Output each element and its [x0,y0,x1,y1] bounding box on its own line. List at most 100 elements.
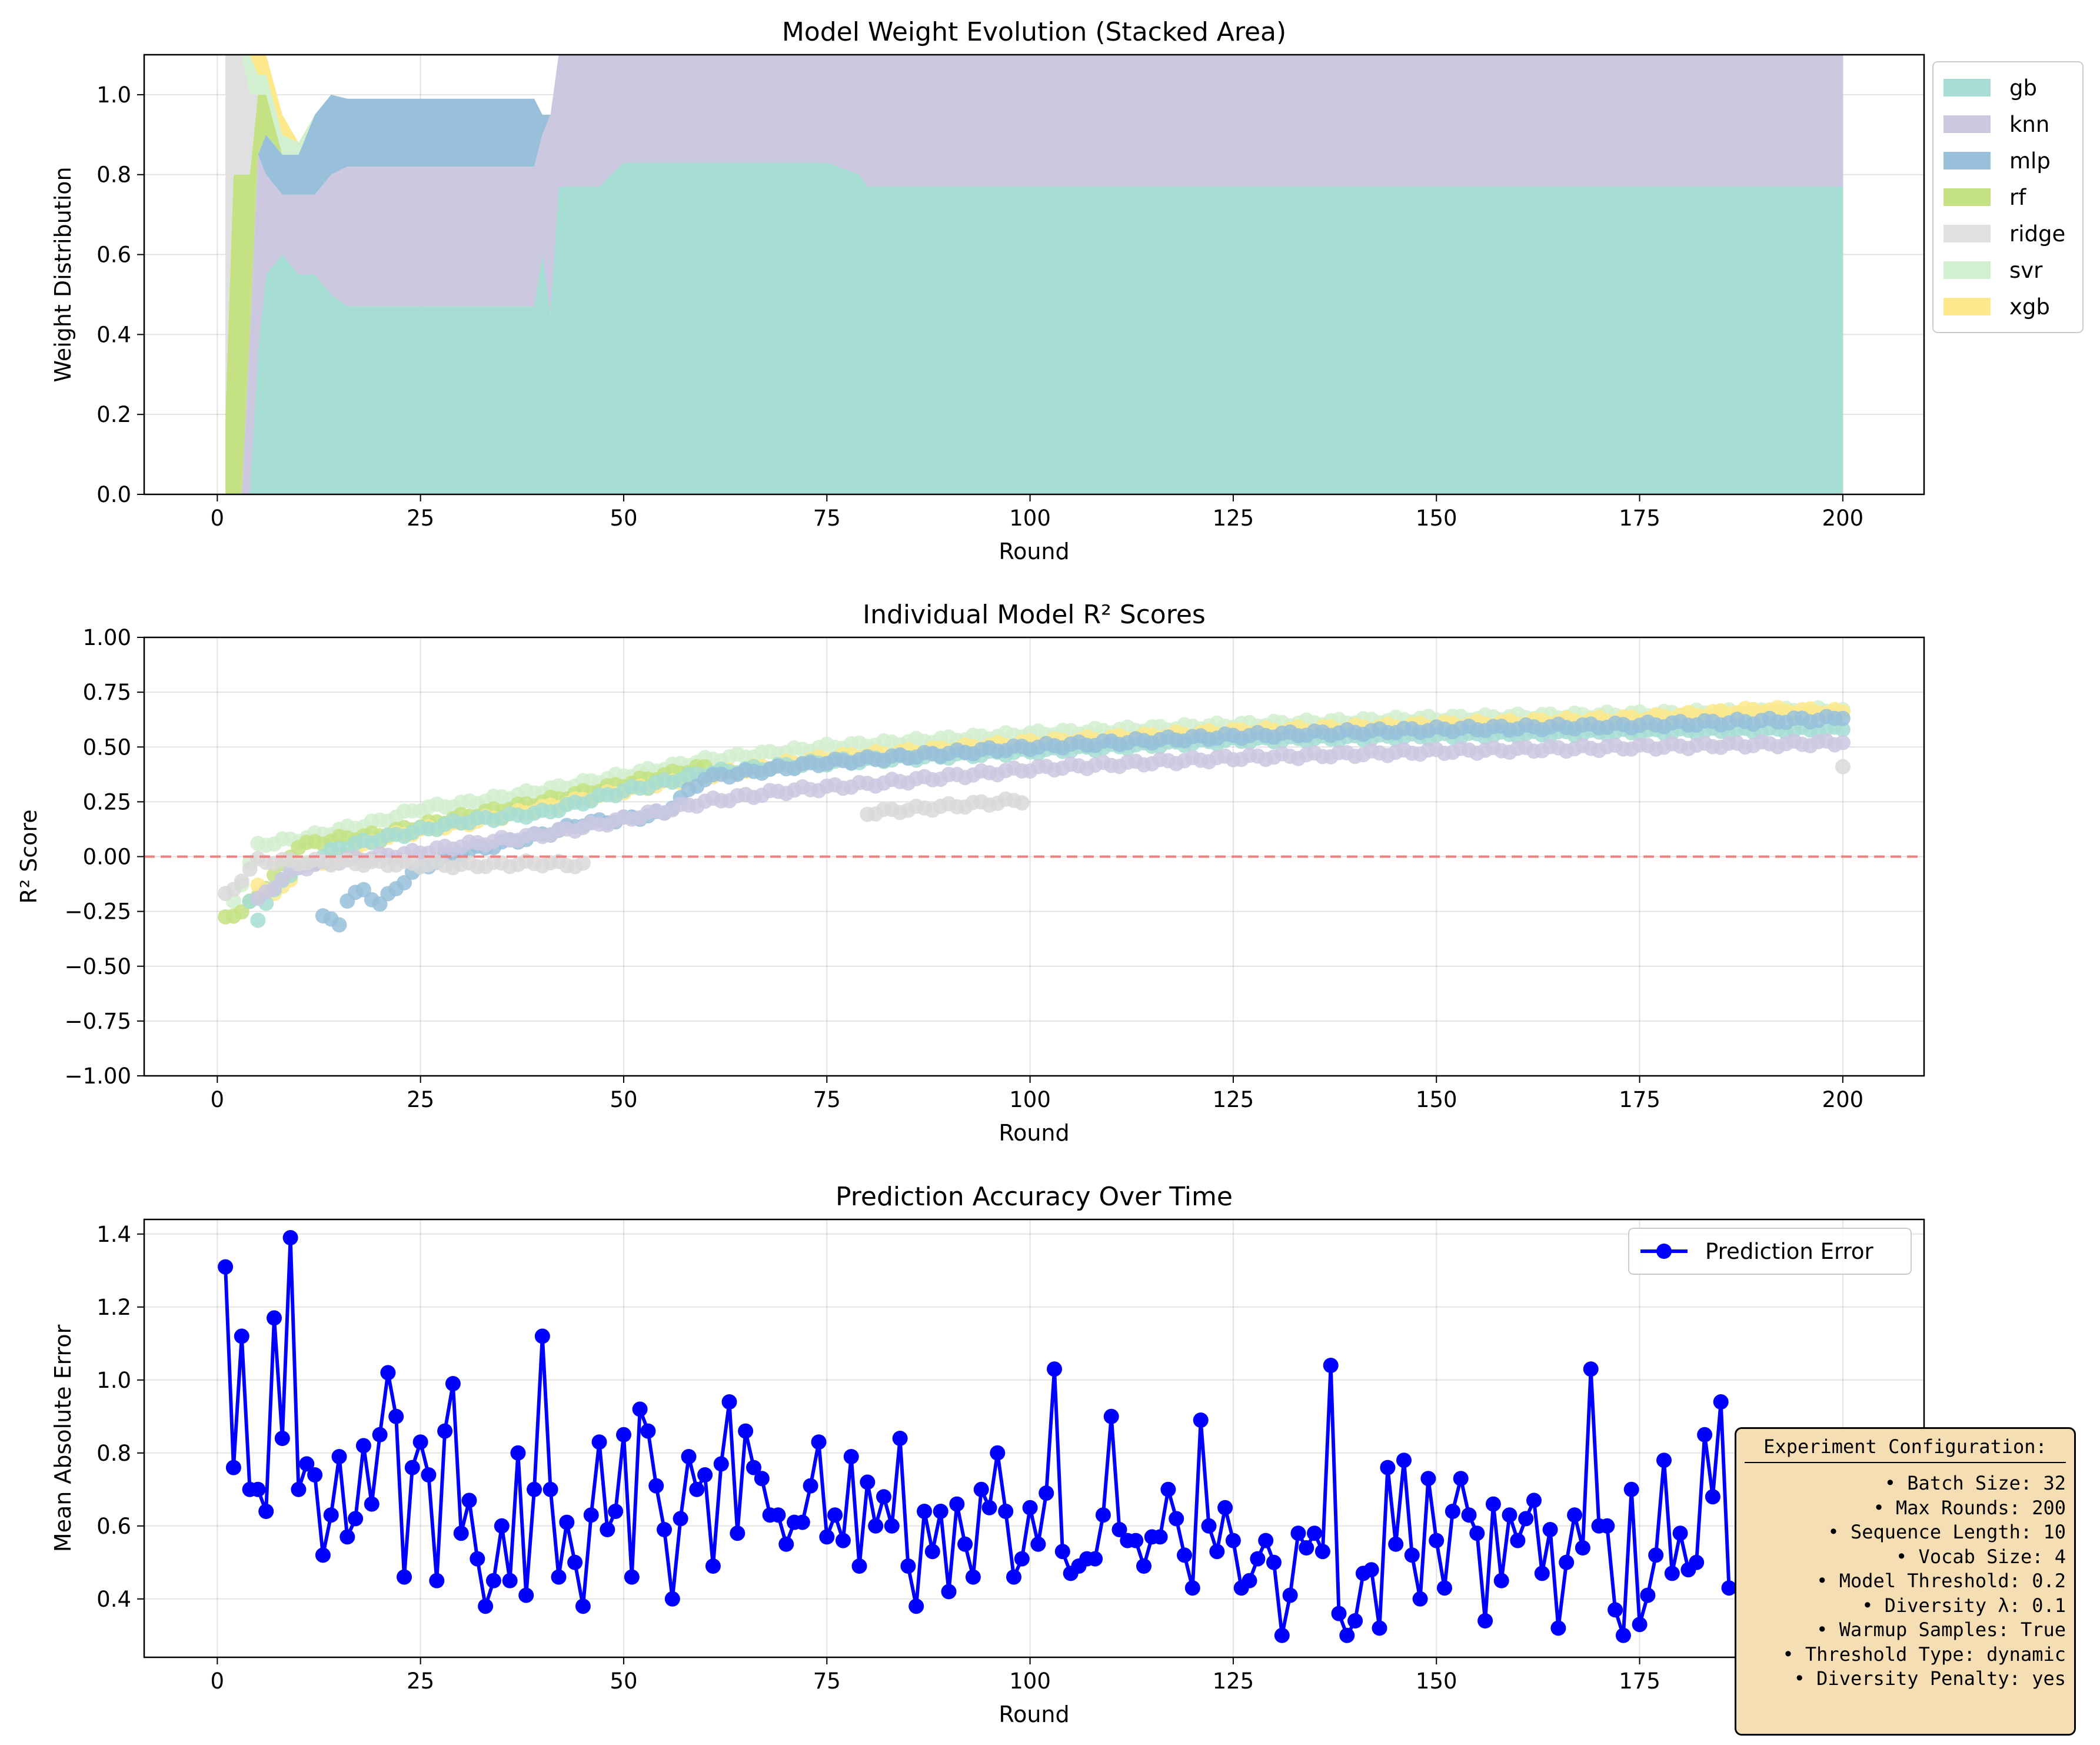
error-point [1713,1394,1729,1410]
y-tick-label: 1.4 [96,1222,131,1247]
r2-scores-panel: 0 25 50 75 100 125 150 175 200 −1.00 −0.75 −0.50 −0.… [16,600,1925,1146]
error-point [908,1598,924,1614]
error-point [331,1449,347,1464]
error-point [1510,1533,1526,1548]
error-point [1087,1551,1103,1567]
error-point [1380,1460,1396,1475]
scatter-point [1835,710,1851,726]
error-point [583,1507,599,1523]
scatter-point [575,855,591,871]
error-point [1047,1361,1062,1377]
error-point [267,1310,282,1326]
x-tick-label: 175 [1619,1087,1660,1112]
error-point [1169,1511,1184,1527]
error-point [397,1569,412,1585]
legend: gb knn mlp rf ridge svr xgb [1932,61,2084,333]
error-point [1550,1620,1566,1636]
error-point [705,1558,721,1574]
error-point [600,1522,615,1537]
error-point [225,1460,241,1475]
error-point [721,1394,737,1410]
error-point [892,1431,908,1446]
x-tick-label: 0 [211,1087,225,1112]
legend-label: rf [2009,185,2026,210]
error-point [1299,1540,1314,1555]
x-tick-label: 50 [610,1668,637,1694]
error-point [364,1496,380,1512]
error-point [1518,1511,1534,1527]
y-tick-label: 0.6 [96,242,131,268]
y-tick-label: 0.8 [96,162,131,188]
x-tick-label: 200 [1822,1087,1864,1112]
error-point [884,1518,900,1534]
scatter-point [1835,722,1851,737]
error-point [485,1573,501,1588]
error-point [461,1493,477,1508]
error-point [1697,1427,1713,1442]
error-point [388,1408,404,1424]
error-point [1128,1533,1144,1548]
error-point [421,1467,437,1483]
error-point [250,1481,266,1497]
error-point [1347,1613,1363,1628]
error-point [1526,1493,1542,1508]
error-point [1453,1471,1469,1487]
y-tick-label: 0.50 [83,734,131,760]
error-point [494,1518,510,1534]
error-point [551,1569,567,1585]
error-point [1599,1518,1615,1534]
y-tick-label: 1.00 [83,625,131,650]
x-tick-label: 50 [610,1087,637,1112]
x-tick-label: 25 [407,1087,434,1112]
error-point [282,1230,298,1245]
config-line: • Sequence Length: 10 [1828,1521,2066,1543]
error-point [323,1507,339,1523]
error-point [502,1573,518,1588]
x-tick-label: 125 [1213,506,1254,531]
scatter-point [234,873,249,889]
error-point [1542,1522,1558,1537]
error-point [746,1460,761,1475]
error-point [770,1507,786,1523]
axes-frame [143,1218,1925,1658]
error-point [1567,1507,1583,1523]
x-axis-label: Round [999,1120,1069,1146]
legend: Prediction Error [1628,1228,1912,1275]
x-tick-label: 25 [407,506,434,531]
error-point [1705,1489,1720,1505]
error-point [827,1507,843,1523]
legend-swatch-svr [1943,261,1991,279]
error-point [1640,1587,1656,1603]
error-point [1039,1485,1054,1501]
x-tick-label: 175 [1619,506,1660,531]
error-point [1250,1551,1266,1567]
error-point [1022,1500,1038,1515]
y-tick-label: −1.00 [65,1063,131,1089]
error-point [534,1328,550,1344]
weight-evolution-panel: 0 25 50 75 100 125 150 175 200 0.0 0.2 0.4 0.6 0.8 1.0… [50,17,2084,564]
y-tick-label: 0.6 [96,1514,131,1539]
error-point [404,1460,420,1475]
error-point [1445,1504,1460,1519]
error-point [965,1569,981,1585]
x-tick-label: 50 [610,506,637,531]
x-tick-label: 100 [1009,506,1051,531]
plot-area [225,55,1843,494]
error-point [1721,1580,1737,1596]
error-point [258,1504,274,1519]
config-line: • Vocab Size: 4 [1896,1545,2066,1568]
error-point [1274,1627,1290,1643]
y-tick-label: 0.2 [96,402,131,427]
error-point [981,1500,997,1515]
y-tick-label: 0.0 [96,482,131,507]
config-line: • Warmup Samples: True [1816,1618,2066,1641]
config-line: • Max Rounds: 200 [1873,1496,2066,1519]
legend-swatch-gb [1943,79,1991,97]
error-point [941,1584,957,1600]
error-point [1209,1544,1225,1560]
error-point [1339,1627,1355,1643]
error-point [1412,1591,1428,1607]
scatter-point [397,875,412,890]
error-point [949,1496,965,1512]
error-point [1477,1613,1493,1628]
